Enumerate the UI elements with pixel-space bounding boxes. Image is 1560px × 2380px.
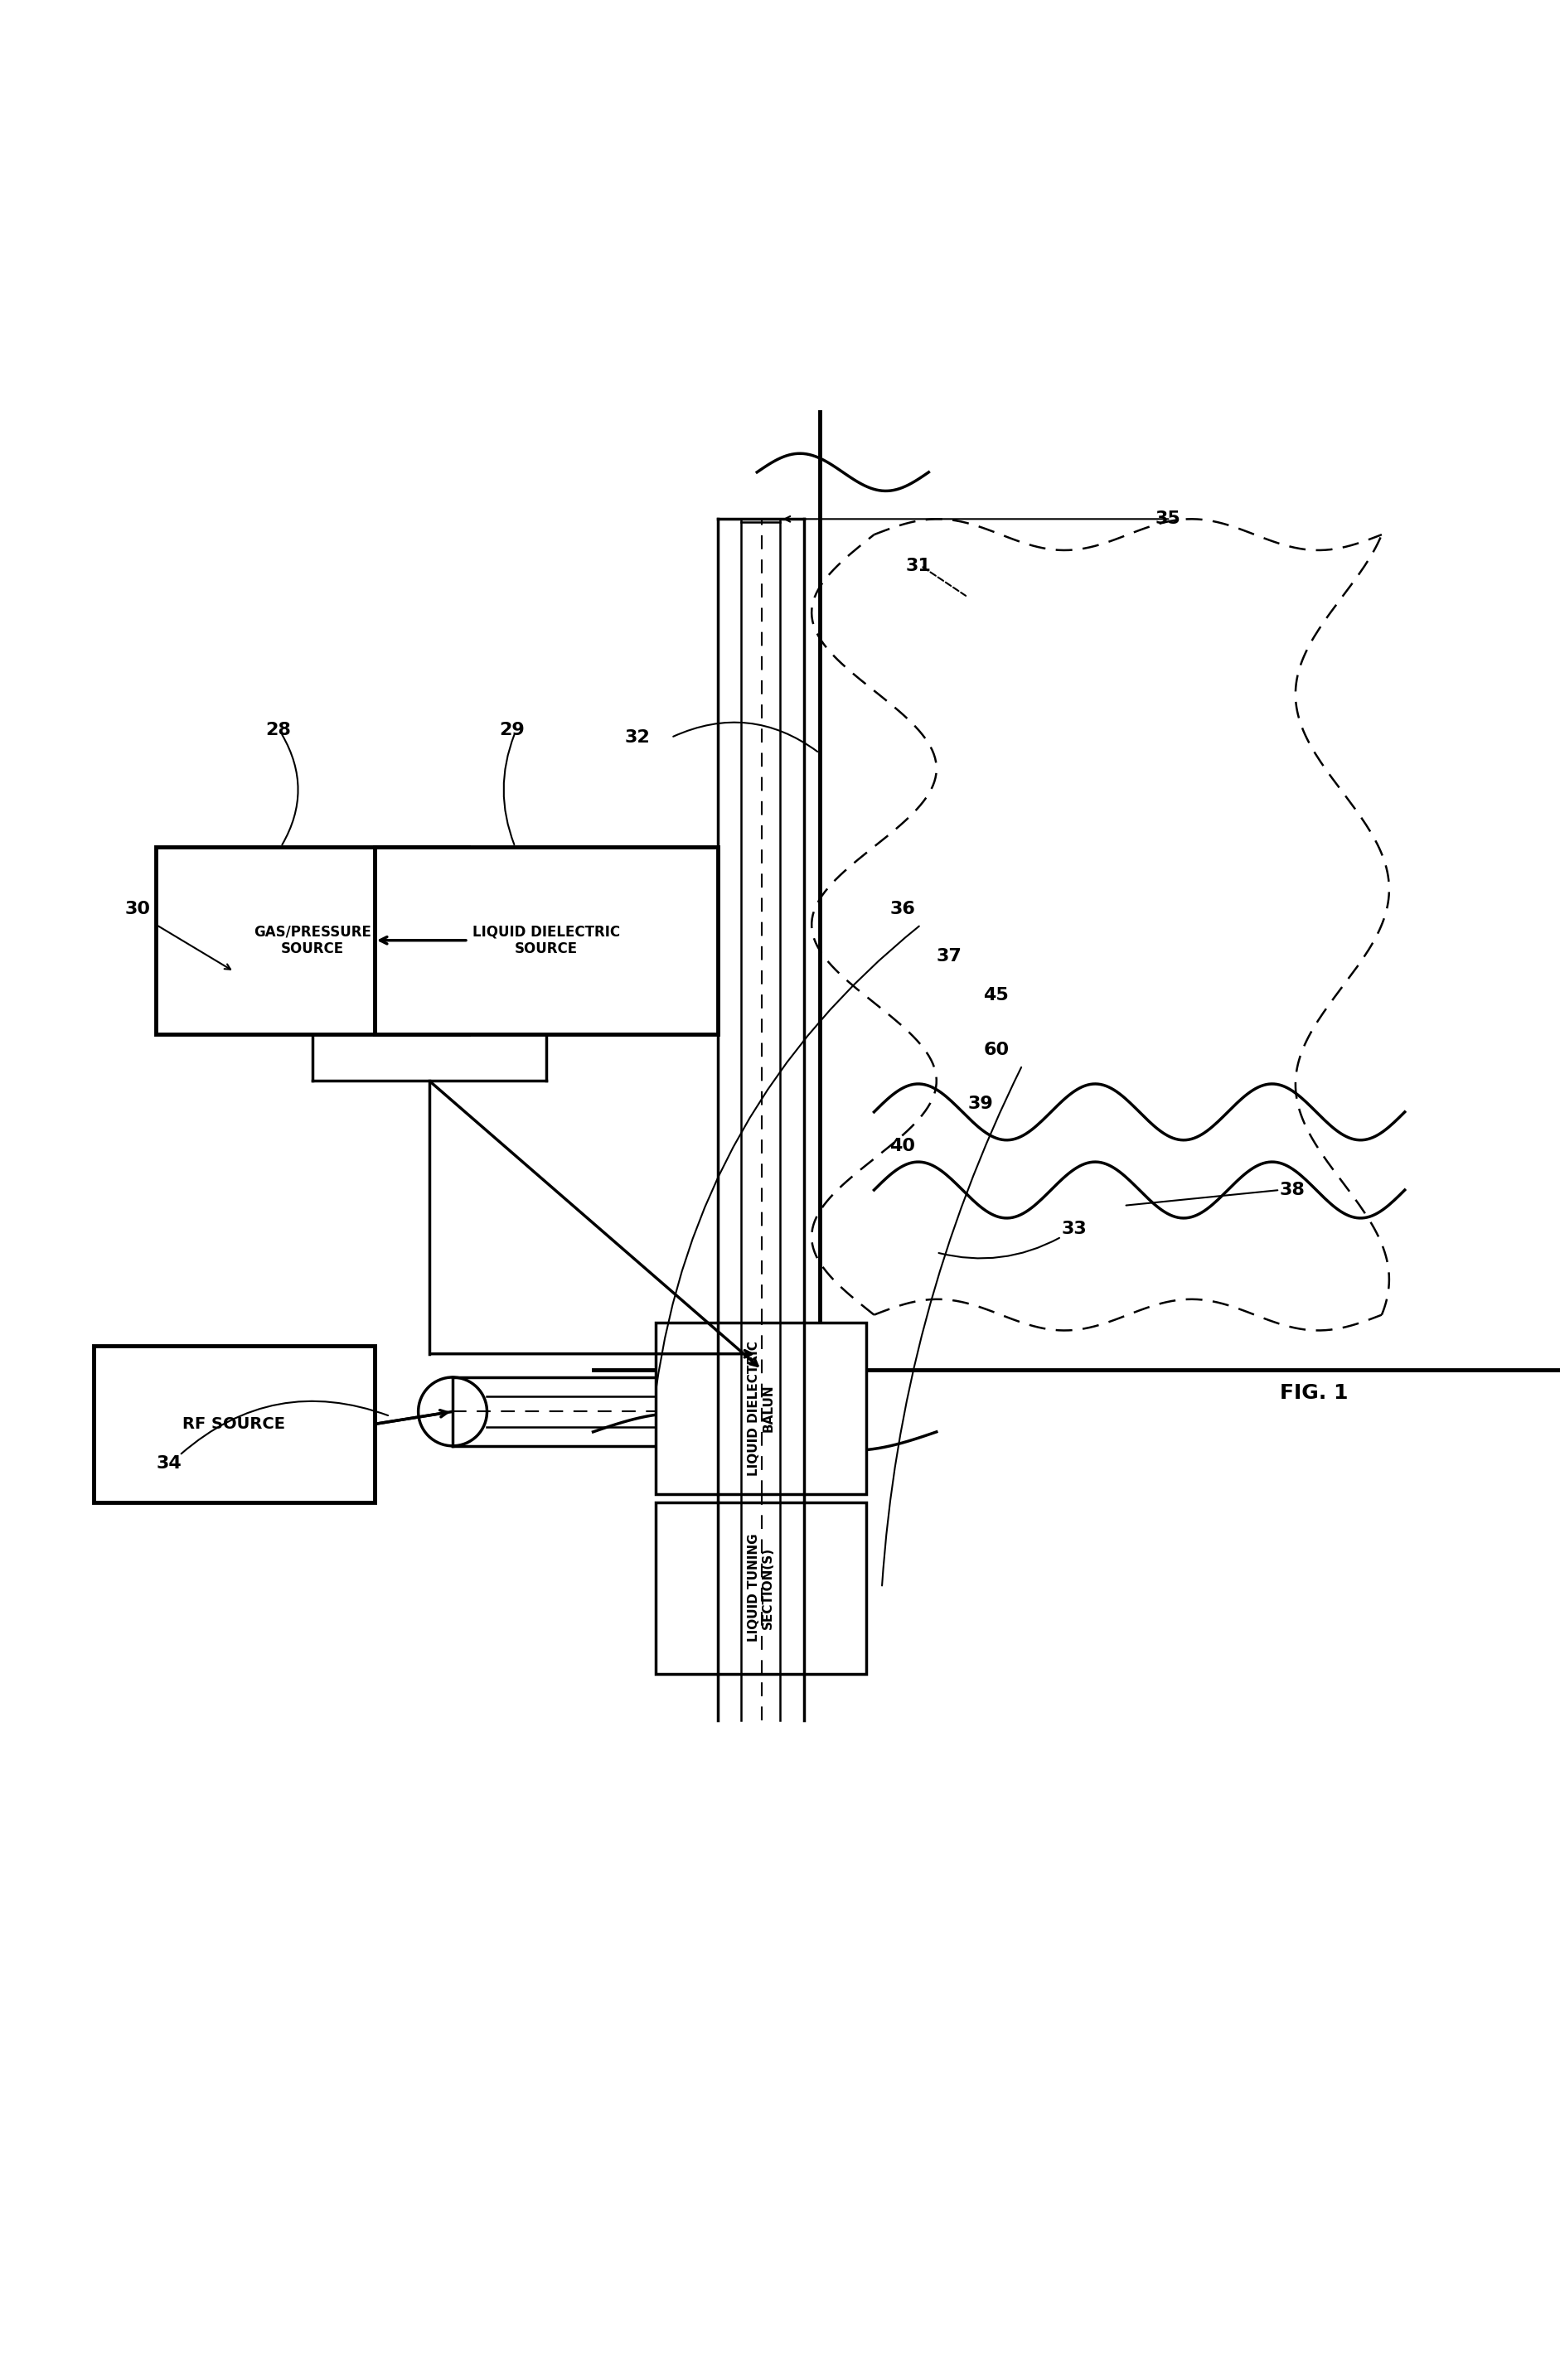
Text: 34: 34 [156,1454,181,1471]
Text: 38: 38 [1279,1183,1304,1197]
Text: LIQUID TUNING
SECTION(S): LIQUID TUNING SECTION(S) [747,1533,774,1642]
Bar [655,1323,866,1495]
Text: GAS/PRESSURE
SOURCE: GAS/PRESSURE SOURCE [253,923,371,957]
Bar [94,1347,374,1502]
Text: 40: 40 [889,1138,914,1154]
Text: 60: 60 [983,1042,1009,1057]
Text: 33: 33 [1061,1221,1086,1238]
Text: 32: 32 [624,728,649,745]
Bar [655,1502,866,1673]
Text: RF SOURCE: RF SOURCE [183,1416,285,1433]
Text: LIQUID DIELECTRIC
BALUN: LIQUID DIELECTRIC BALUN [747,1340,774,1476]
Text: 31: 31 [905,557,930,574]
Text: FIG. 1: FIG. 1 [1279,1383,1348,1402]
Text: 45: 45 [983,988,1008,1004]
Bar [156,847,468,1033]
Text: LIQUID DIELECTRIC
SOURCE: LIQUID DIELECTRIC SOURCE [473,923,619,957]
Text: 36: 36 [889,902,914,916]
Text: 35: 35 [1154,512,1179,528]
Text: 29: 29 [499,721,524,738]
Text: 39: 39 [967,1095,992,1111]
Bar [374,847,718,1033]
Text: 28: 28 [265,721,290,738]
Text: 37: 37 [936,947,961,964]
Text: 30: 30 [125,902,150,916]
